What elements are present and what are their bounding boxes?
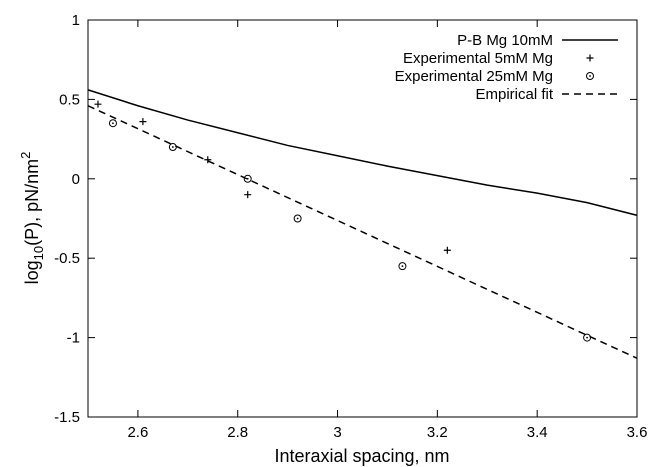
circle-marker-ring xyxy=(293,214,302,223)
x-tick-label: 3.4 xyxy=(527,424,548,441)
circle-marker-dot xyxy=(586,336,588,339)
legend-sample-plus xyxy=(586,54,594,62)
circle-marker-dot xyxy=(171,146,174,148)
series-layer xyxy=(87,89,638,359)
legend-label: P-B Mg 10mM xyxy=(457,32,553,49)
series-0 xyxy=(87,89,638,217)
x-tick-label: 3 xyxy=(333,424,341,441)
circle-point xyxy=(108,119,117,128)
circle-marker-ring xyxy=(398,262,407,271)
plus-point xyxy=(94,100,102,108)
y-tick-label: 0.5 xyxy=(59,91,80,108)
circle-marker-dot xyxy=(246,177,249,180)
circle-marker-dot xyxy=(401,265,404,268)
x-axis-title: Interaxial spacing, nm xyxy=(274,446,449,466)
y-tick-label: -1.5 xyxy=(54,409,80,426)
legend-label: Experimental 5mM Mg xyxy=(403,50,553,67)
plus-point xyxy=(204,156,212,164)
circle-marker-ring xyxy=(108,119,117,128)
circle-point xyxy=(583,333,592,342)
y-tick-label: 0 xyxy=(72,171,80,188)
series-3 xyxy=(87,105,638,359)
circle-marker-dot xyxy=(589,75,591,77)
x-tick-label: 3.6 xyxy=(627,424,648,441)
series-line xyxy=(87,89,638,217)
plus-point xyxy=(244,191,252,199)
circle-point xyxy=(293,214,302,223)
legend-label: Empirical fit xyxy=(475,86,553,103)
legend-sample-circle xyxy=(586,72,594,80)
circle-point xyxy=(243,174,252,183)
plus-point xyxy=(139,118,147,126)
plot-frame xyxy=(87,19,638,418)
x-tick-label: 3.2 xyxy=(427,424,448,441)
series-2 xyxy=(108,119,592,342)
legend-label: Experimental 25mM Mg xyxy=(395,68,553,85)
y-tick-label: 1 xyxy=(72,12,80,29)
series-line xyxy=(87,105,638,359)
x-tick-label: 2.8 xyxy=(227,424,248,441)
y-tick-label: -1 xyxy=(67,330,80,347)
circle-point xyxy=(168,143,177,152)
circle-marker-ring xyxy=(586,72,594,80)
circle-marker-ring xyxy=(243,174,252,183)
y-axis-title: log10(P), pN/nm2 xyxy=(18,152,46,285)
x-tick-label: 2.6 xyxy=(127,424,148,441)
y-tick-label: -0.5 xyxy=(54,250,80,267)
circle-marker-dot xyxy=(296,217,299,220)
circle-point xyxy=(398,262,407,271)
axis-ticks: 2.6 2.8 3 3.2 3.4 3.6 -1.5 -1 -0.5 0 0.5 1 xyxy=(54,12,647,441)
plus-point xyxy=(443,246,451,254)
series-1 xyxy=(94,100,451,254)
circle-marker-dot xyxy=(112,122,114,125)
